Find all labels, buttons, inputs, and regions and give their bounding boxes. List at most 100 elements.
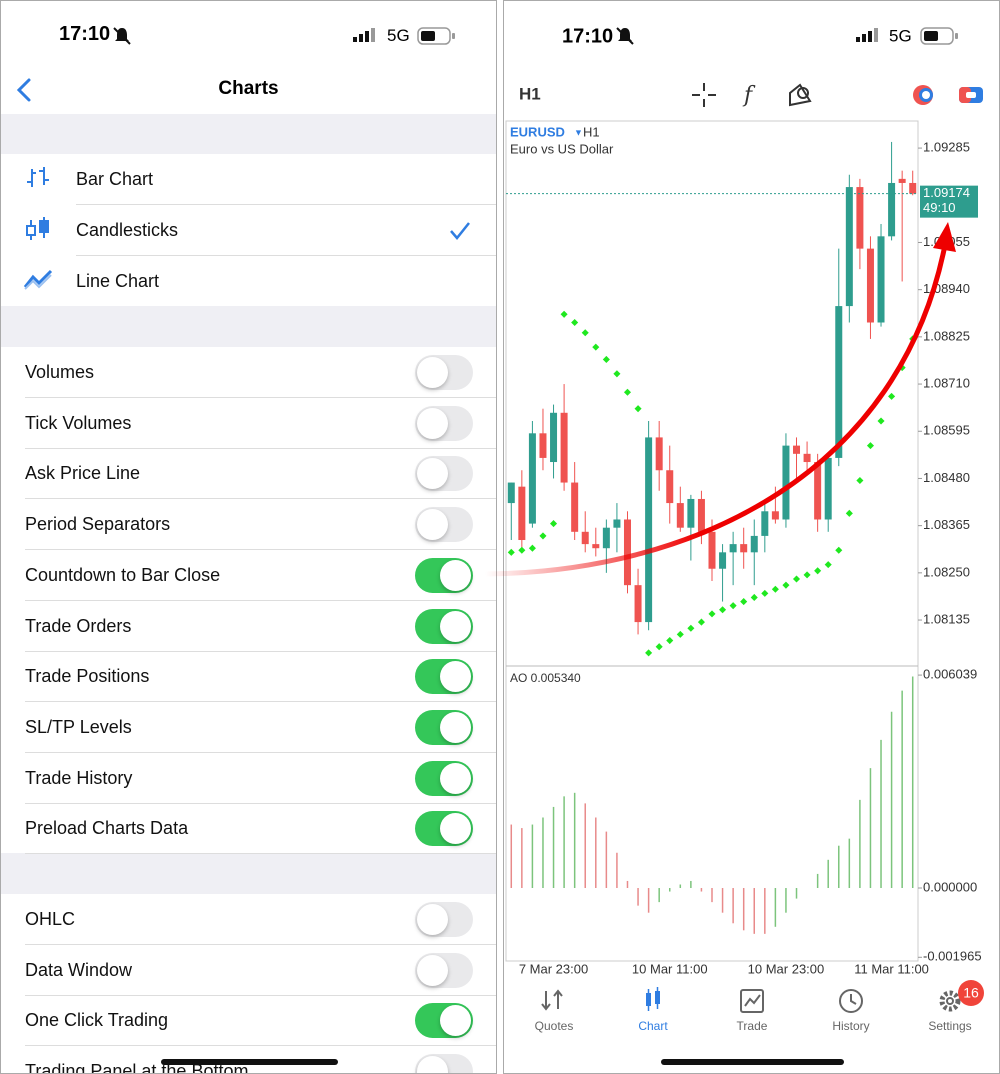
row-separator <box>25 853 496 855</box>
sar-dot <box>634 405 642 413</box>
candle-body <box>518 486 526 541</box>
chart-type-icon <box>23 267 53 295</box>
tab-icon[interactable] <box>939 990 961 1012</box>
toggle-knob <box>417 954 448 986</box>
tab-label[interactable]: Settings <box>928 1019 971 1033</box>
sar-dot <box>792 575 801 583</box>
chart-screen-canvas: 17:10 5G H1 f EURUSD ▼ H1 Euro vs US Dol… <box>505 25 984 1065</box>
toggle-knob <box>417 407 448 439</box>
section-gap <box>1 306 496 347</box>
toggle-switch[interactable] <box>415 1054 473 1073</box>
sar-dot <box>645 649 653 657</box>
toggle-switch[interactable] <box>415 902 473 937</box>
sar-dot <box>750 593 758 602</box>
sar-dot <box>528 544 536 552</box>
chart-type-label[interactable]: Candlesticks <box>76 220 179 240</box>
toggle-knob <box>440 762 471 794</box>
toggle-switch[interactable] <box>415 659 473 695</box>
timeframe-button[interactable]: H1 <box>519 84 541 103</box>
toggle-switch[interactable] <box>415 405 473 441</box>
toggle-switch[interactable] <box>415 952 473 988</box>
toggle-switch[interactable] <box>415 608 473 644</box>
toggle-switch[interactable] <box>415 709 473 745</box>
toggle-switch[interactable] <box>415 456 473 492</box>
toggle-knob <box>417 357 448 388</box>
tab-label[interactable]: Trade <box>737 1019 768 1033</box>
settings-screen: 17:10 5G Charts Bar Chart Candlesticks Lin… <box>0 0 497 1074</box>
battery-icon <box>417 27 455 45</box>
candle-body <box>592 544 600 549</box>
row-separator <box>25 1045 496 1047</box>
y-tick-label: 1.09055 <box>923 234 970 249</box>
back-button[interactable] <box>13 77 37 103</box>
candle-body <box>528 433 536 524</box>
setting-label: Preload Charts Data <box>25 818 189 839</box>
tab-label[interactable]: Quotes <box>535 1019 574 1033</box>
candle-body <box>676 503 684 528</box>
toggle-switch[interactable] <box>415 760 473 796</box>
badge <box>958 980 984 1006</box>
tab-icon-part <box>939 990 961 1012</box>
tab-label[interactable]: Chart <box>638 1019 668 1033</box>
signal-icon <box>353 28 375 42</box>
trade-icon[interactable] <box>913 85 933 105</box>
candle-body <box>634 585 642 623</box>
section-gap <box>1 114 496 154</box>
crosshair-button[interactable] <box>692 83 716 107</box>
setting-label: Ask Price Line <box>25 463 141 484</box>
symbol-dropdown[interactable]: ▼ <box>574 127 583 137</box>
toggle-switch[interactable] <box>415 811 473 847</box>
battery-icon <box>920 27 958 45</box>
candle-body <box>571 482 579 532</box>
setting-label: Trading Panel at the Bottom <box>25 1061 249 1074</box>
screen-title: Charts <box>218 78 279 99</box>
y-tick-label: 0.000000 <box>923 879 977 894</box>
status-time: 17:10 <box>562 25 613 47</box>
toggle-knob <box>440 559 471 591</box>
tab-icon[interactable] <box>839 989 863 1013</box>
sar-dot <box>824 561 832 569</box>
tab-icon[interactable] <box>646 987 660 1011</box>
objects-button[interactable] <box>789 83 812 107</box>
toggle-switch[interactable] <box>415 355 473 390</box>
candle-body <box>719 552 727 569</box>
tab-label[interactable]: History <box>832 1019 869 1033</box>
home-indicator <box>161 1059 338 1065</box>
symbol[interactable]: EURUSD <box>510 124 565 139</box>
toggle-switch[interactable] <box>415 1003 473 1039</box>
tab-icon[interactable] <box>541 989 563 1011</box>
candle-body <box>793 445 801 454</box>
candle-body <box>645 437 653 623</box>
sar-dot <box>708 610 716 618</box>
tab-icon-part <box>850 994 857 1005</box>
chart-type-label[interactable]: Line Chart <box>76 271 160 291</box>
tab-icon[interactable] <box>740 989 764 1013</box>
candle-body <box>782 445 790 520</box>
tab-icon-part <box>744 994 761 1007</box>
candle-body <box>581 531 589 545</box>
toggle-switch[interactable] <box>415 507 473 543</box>
sar-dot <box>771 585 779 593</box>
sar-dot <box>623 388 632 396</box>
sar-dot <box>655 643 663 651</box>
toggle-switch[interactable] <box>415 557 473 593</box>
tab-icon-part <box>647 987 659 1011</box>
sar-dot <box>560 310 568 318</box>
candle-body <box>845 187 853 307</box>
chart-type-icon <box>23 165 53 193</box>
chart-type-label[interactable]: Bar Chart <box>76 169 154 189</box>
account-icon[interactable] <box>959 87 983 103</box>
network: 5G <box>889 26 912 45</box>
chart-screen: 17:10 5G H1 f EURUSD ▼ H1 Euro vs US Dol… <box>503 0 1000 1074</box>
sar-dot <box>803 571 811 579</box>
selected-checkmark <box>449 221 471 241</box>
x-tick-label: 10 Mar 11:00 <box>632 961 708 976</box>
y-tick-label: 1.08825 <box>923 328 970 343</box>
indicators-button[interactable]: f <box>742 83 756 108</box>
sar-dot <box>856 476 864 485</box>
x-tick-label: 10 Mar 23:00 <box>748 961 825 976</box>
sar-dot <box>719 606 727 614</box>
row-separator <box>76 204 496 205</box>
sar-dot <box>845 509 853 517</box>
candle-body <box>803 453 811 463</box>
